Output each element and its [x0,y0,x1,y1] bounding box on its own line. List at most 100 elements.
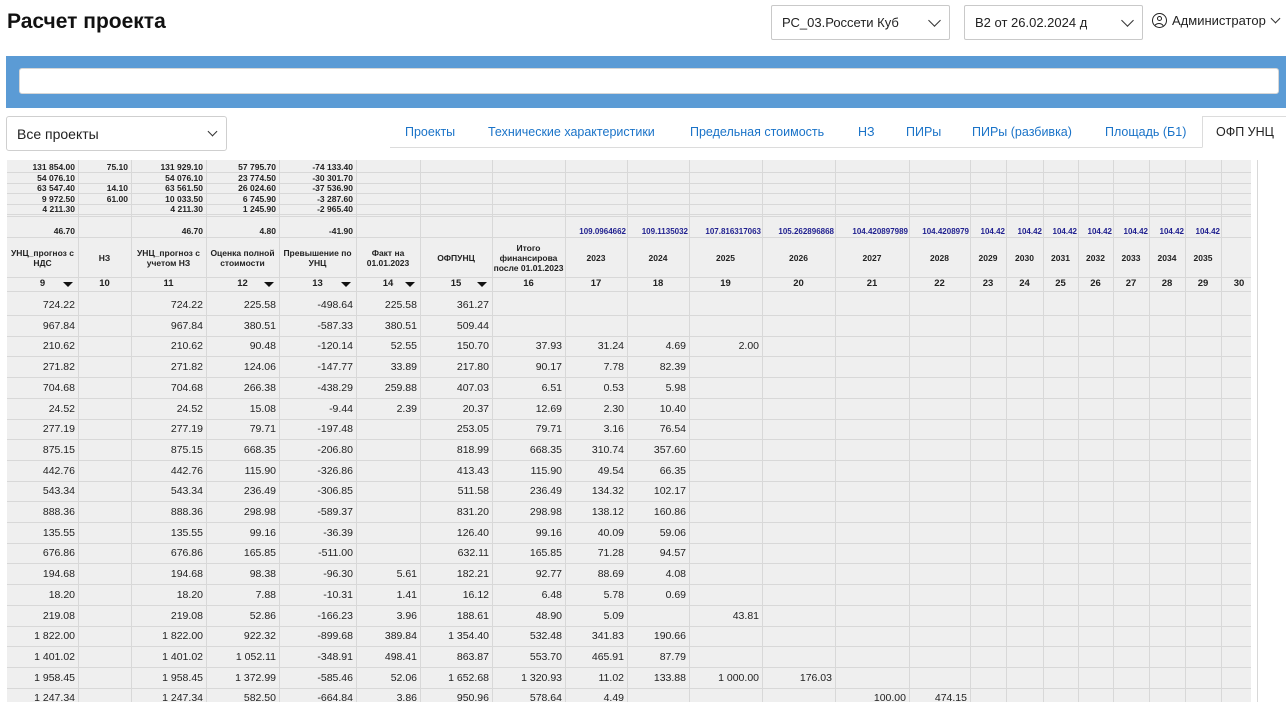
table-cell: 1 000.00 [718,671,759,684]
column-number: 22 [934,278,945,289]
column-header: УНЦ_прогноз с НДС [11,248,74,268]
table-cell: 59.06 [659,526,686,539]
table-cell: -348.91 [317,650,353,663]
table-cell: -306.85 [317,485,353,498]
tab-6[interactable]: ПИРы (разбивка) [972,124,1072,139]
table-cell: 225.58 [243,299,276,311]
filial-select-value: РС_03.Россети Куб [782,15,899,30]
summary-cell: 10 033.50 [165,193,203,204]
filter-arrow-icon[interactable] [477,282,487,287]
tab-8[interactable]: ОФП УНЦ [1202,116,1286,148]
tab-1[interactable]: Проекты [405,124,456,139]
table-cell: 2.00 [738,340,759,353]
tab-5[interactable]: ПИРы [906,124,942,139]
table-cell: 87.79 [659,650,686,663]
table-cell: 37.93 [535,340,562,353]
table-cell: 124.06 [243,361,276,374]
year-coefficient: 104.42 [1195,227,1220,236]
tab-2[interactable]: Технические характеристики [488,124,655,139]
table-cell: -10.31 [323,588,353,601]
table-cell: 5.98 [665,381,686,394]
table-cell: 532.48 [529,630,562,643]
column-header: 2030 [1015,253,1034,263]
table-cell: 217.80 [456,361,489,374]
column-number: 25 [1055,278,1066,289]
table-cell: 704.68 [170,381,203,394]
table-cell: 10.40 [659,402,686,415]
table-cell: 1 052.11 [235,650,276,663]
summary-cell: 14.10 [106,183,128,193]
table-cell: 135.55 [170,526,203,539]
search-input[interactable] [19,68,1279,94]
table-cell: -589.37 [317,506,353,518]
user-menu[interactable]: Администратор [1152,13,1281,28]
table-cell: -206.80 [317,443,353,456]
summary-cell: 4 211.30 [42,204,75,214]
table-cell: 126.40 [456,526,489,539]
table-cell: 90.48 [249,340,276,353]
table-cell: 967.84 [170,319,203,332]
column-header: УНЦ_прогноз с учетом НЗ [137,248,200,268]
table-cell: 298.98 [529,506,562,518]
column-header: 2032 [1086,253,1105,263]
filter-arrow-icon[interactable] [405,282,415,287]
filter-arrow-icon[interactable] [63,282,73,287]
table-cell: 875.15 [42,443,75,456]
table-cell: 40.09 [597,526,624,539]
filter-arrow-icon[interactable] [341,282,351,287]
column-number: 9 [39,278,46,289]
column-header: 2027 [862,253,882,263]
table-cell: 413.43 [456,464,489,477]
filter-arrow-icon[interactable] [264,282,274,287]
tab-7[interactable]: Площадь (Б1) [1105,124,1187,139]
table-cell: 5.61 [396,568,417,581]
table-cell: 1.41 [396,588,417,601]
chevron-down-icon [928,13,941,27]
summary-cell: 6 745.90 [242,193,276,204]
column-number: 29 [1197,278,1209,289]
table-cell: 361.27 [456,299,489,311]
column-number: 26 [1090,278,1101,289]
column-header: 2033 [1121,253,1141,263]
column-header: 2024 [648,253,668,263]
table-cell: 341.83 [591,630,624,643]
table-cell: -197.48 [317,423,353,436]
table-cell: 66.35 [659,464,686,477]
version-select[interactable]: В2 от 26.02.2024 д [964,5,1143,40]
table-cell: 236.49 [243,485,276,498]
year-coefficient: 105.262896868 [778,227,834,236]
table-cell: 676.86 [170,547,203,560]
data-grid: 131 854.00 75.10 131 929.10 57 795.70 -74 13… [7,160,1286,702]
table-cell: 236.49 [529,485,562,498]
table-cell: 888.36 [170,506,203,518]
table-cell: 389.84 [384,630,417,643]
table-cell: -498.64 [317,299,353,311]
table-cell: 668.35 [529,443,562,456]
summary-cell: -3 287.60 [317,193,353,204]
tab-3[interactable]: Предельная стоимость [690,124,825,139]
summary-cell: -74 133.40 [312,162,353,172]
filial-select[interactable]: РС_03.Россети Куб [771,5,950,40]
table-cell: 6.51 [541,381,562,394]
table-cell: 182.21 [456,568,489,581]
totals-cell: -41.90 [328,226,353,236]
tab-4[interactable]: НЗ [858,124,875,139]
column-number: 11 [163,278,174,289]
table-cell: 20.37 [462,402,489,415]
table-cell: 1 247.34 [162,692,203,702]
table-cell: 818.99 [456,443,489,456]
year-coefficient: 104.42 [1017,227,1042,236]
table-cell: 190.66 [653,630,686,643]
summary-cell: 1 245.90 [242,204,276,214]
summary-cell: -30 301.70 [312,172,353,183]
table-cell: 0.53 [603,381,624,394]
table-cell: 92.77 [535,568,562,581]
summary-cell: 54 076.10 [165,172,203,183]
table-cell: 102.17 [653,485,686,498]
table-cell: 11.02 [598,671,625,684]
project-select[interactable]: Все проекты [6,116,227,151]
table-cell: 194.68 [170,568,203,581]
table-cell: 7.78 [603,361,624,374]
table-cell: 33.89 [390,361,417,374]
summary-cell: 23 774.50 [238,172,276,183]
